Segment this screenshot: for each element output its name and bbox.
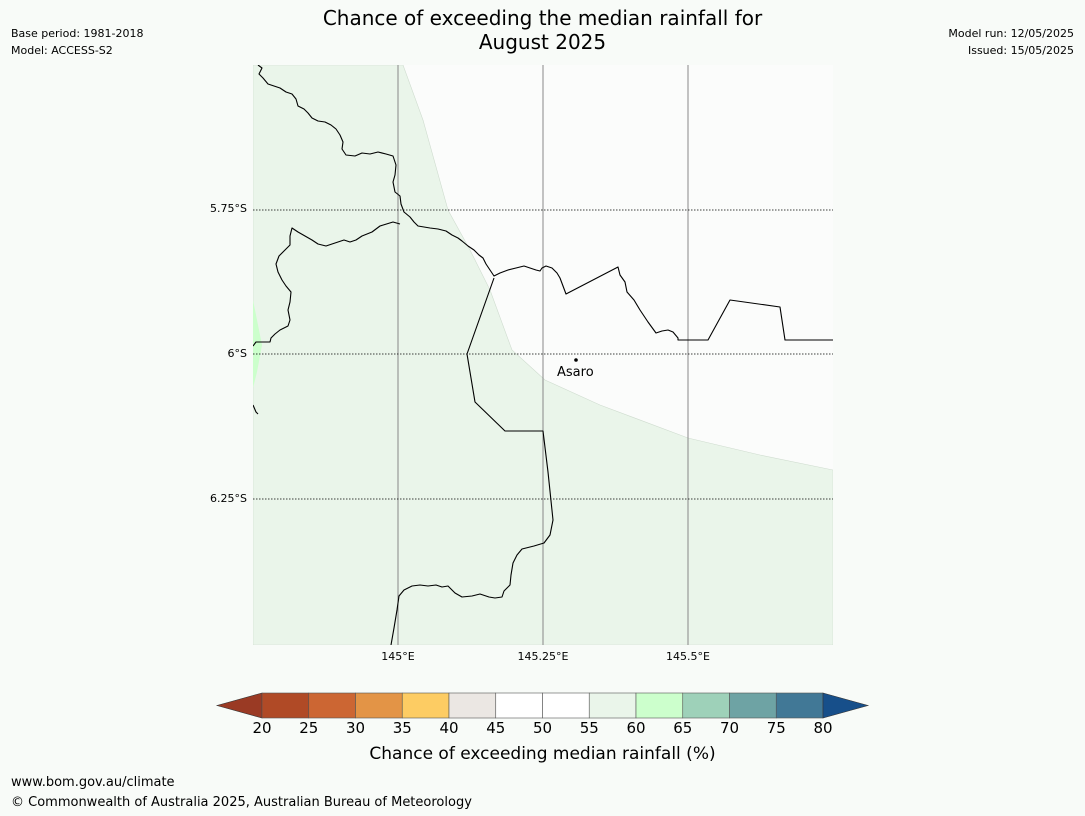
map-area [253,65,833,645]
colorbar-under-arrow [215,692,263,719]
metadata-left: Base period: 1981-2018 Model: ACCESS-S2 [11,25,143,59]
colorbar-segment [775,692,824,719]
issued-text: Issued: 15/05/2025 [967,44,1074,57]
colorbar-tick-label: 25 [299,719,319,737]
western-boundary-fragment [253,404,259,415]
title-line-1: Chance of exceeding the median rainfall … [322,6,763,30]
metadata-right: Model run: 12/05/2025 Issued: 15/05/2025 [948,25,1074,59]
colorbar-tick-label: 55 [579,719,599,737]
lat-label-6s: 6°S [227,347,247,360]
colorbar-over-arrow [822,692,870,719]
colorbar-tick-label: 75 [766,719,786,737]
map-title: Chance of exceeding the median rainfall … [250,6,835,54]
colorbar-segment [495,692,543,719]
colorbar-segment [542,692,590,719]
asaro-marker [574,358,578,362]
longitude-gridlines [397,65,689,645]
footer-copyright: © Commonwealth of Australia 2025, Austra… [11,795,472,810]
colorbar-tick-label: 35 [392,719,412,737]
colorbar-segment [448,692,497,719]
probability-region-60-65 [253,300,262,388]
model-run-text: Model run: 12/05/2025 [948,27,1074,40]
colorbar-segment [355,692,403,719]
colorbar-tick-label: 60 [626,719,646,737]
base-period-text: Base period: 1981-2018 [11,27,144,40]
colorbar-segment [682,692,730,719]
colorbar-segment [588,692,637,719]
place-label-asaro: Asaro [557,365,594,380]
colorbar-segments [261,692,824,719]
colorbar-tick-label: 65 [673,719,693,737]
colorbar-tick-label: 45 [486,719,506,737]
colorbar-tick-label: 30 [345,719,366,737]
lon-label-145-25e: 145.25°E [517,650,569,663]
eastern-highlands-boundary [390,277,554,645]
title-line-2: August 2025 [478,30,607,54]
lon-label-145-5e: 145.5°E [666,650,710,663]
latitude-gridlines [253,209,833,500]
colorbar-tick-label: 40 [439,719,459,737]
colorbar-title: Chance of exceeding median rainfall (%) [369,744,716,764]
northern-boundary [257,65,833,341]
colorbar-segment [261,692,310,719]
colorbar-tick-label: 50 [532,719,553,737]
footer-url[interactable]: www.bom.gov.au/climate [11,775,175,790]
colorbar-tick-label: 80 [813,719,833,737]
lon-label-145e: 145°E [381,650,415,663]
lat-label-6-25s: 6.25°S [210,492,247,505]
colorbar-segment [729,692,777,719]
lat-label-5-75s: 5.75°S [210,202,247,215]
colorbar-segment [635,692,684,719]
colorbar-segment [401,692,450,719]
colorbar-tick-label: 20 [252,719,272,737]
western-boundary [253,221,401,347]
model-text: Model: ACCESS-S2 [11,44,113,57]
colorbar-segment [308,692,356,719]
colorbar-tick-label: 70 [719,719,740,737]
